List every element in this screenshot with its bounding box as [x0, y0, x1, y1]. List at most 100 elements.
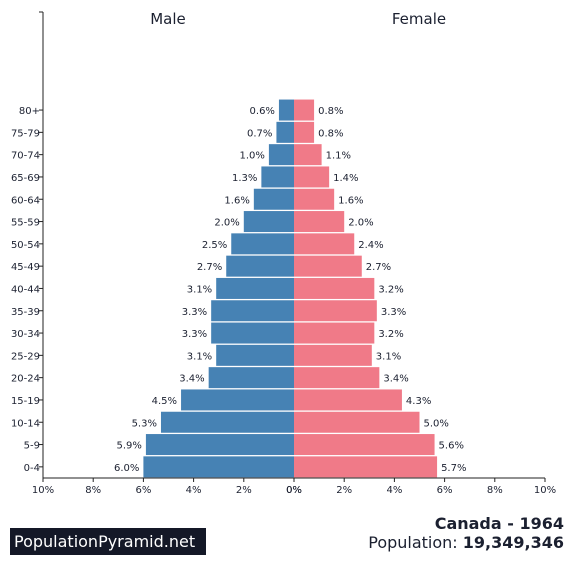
- axes-group: 0-4 5-9 10-14 15-19 20-24 25-29 30-34 35-39 40-4…: [11, 11, 556, 496]
- population-total: Population: 19,349,346: [368, 533, 564, 552]
- female-bar-75-79: [294, 121, 315, 143]
- population-label: Population:: [368, 533, 458, 552]
- male-value-label: 1.0%: [239, 151, 264, 162]
- male-bar-45-49: [226, 255, 294, 277]
- male-value-label: 3.4%: [179, 374, 204, 385]
- female-value-label: 2.0%: [348, 218, 373, 229]
- age-group-label: 0-4: [24, 463, 40, 474]
- x-tick-label: 8%: [85, 485, 101, 496]
- male-value-label: 3.1%: [187, 284, 212, 295]
- female-value-label: 3.1%: [376, 351, 401, 362]
- female-value-label: 1.6%: [338, 195, 363, 206]
- male-bar-75-79: [276, 121, 294, 143]
- x-tick-label: 10%: [534, 485, 556, 496]
- female-bar-30-34: [294, 322, 375, 344]
- female-value-label: 3.2%: [378, 284, 403, 295]
- male-value-label: 1.6%: [224, 195, 249, 206]
- x-tick-label: 4%: [186, 485, 202, 496]
- male-bar-0-4: [143, 456, 294, 478]
- female-bar-20-24: [294, 367, 380, 389]
- age-group-label: 5-9: [24, 441, 40, 452]
- age-group-label: 10-14: [11, 418, 40, 429]
- age-group-label: 70-74: [11, 151, 40, 162]
- female-value-label: 3.3%: [381, 307, 406, 318]
- male-bar-65-69: [261, 166, 294, 188]
- male-value-label: 6.0%: [114, 463, 139, 474]
- male-value-label: 1.3%: [232, 173, 257, 184]
- female-value-label: 5.6%: [439, 441, 464, 452]
- female-bar-70-74: [294, 144, 322, 166]
- x-tick-label: 4%: [386, 485, 402, 496]
- female-value-label: 3.4%: [383, 374, 408, 385]
- male-bar-30-34: [211, 322, 294, 344]
- age-group-label: 45-49: [11, 262, 40, 273]
- male-value-label: 5.9%: [117, 441, 142, 452]
- female-bar-5-9: [294, 434, 435, 456]
- female-bar-15-19: [294, 389, 402, 411]
- female-bar-65-69: [294, 166, 330, 188]
- age-group-label: 80+: [19, 106, 40, 117]
- male-value-label: 0.6%: [250, 106, 275, 117]
- female-value-label: 1.4%: [333, 173, 358, 184]
- age-group-label: 20-24: [11, 374, 40, 385]
- male-bar-60-64: [253, 188, 294, 210]
- female-bar-80+: [294, 99, 315, 121]
- male-bar-70-74: [268, 144, 294, 166]
- x-tick-label: 6%: [437, 485, 453, 496]
- female-value-label: 3.2%: [378, 329, 403, 340]
- brand-logo[interactable]: PopulationPyramid.net: [10, 528, 206, 555]
- country-year-title: Canada - 1964: [434, 514, 564, 533]
- male-bar-20-24: [208, 367, 294, 389]
- female-bar-35-39: [294, 300, 377, 322]
- age-group-label: 60-64: [11, 195, 40, 206]
- age-group-label: 30-34: [11, 329, 40, 340]
- female-value-label: 5.0%: [424, 418, 449, 429]
- male-value-label: 5.3%: [132, 418, 157, 429]
- male-value-label: 3.3%: [182, 307, 207, 318]
- x-tick-label: 0%: [286, 485, 302, 496]
- male-value-label: 2.7%: [197, 262, 222, 273]
- male-bar-55-59: [243, 211, 294, 233]
- age-group-label: 75-79: [11, 128, 40, 139]
- population-pyramid-chart: Male Female 6.0% 5.7% 5.9% 5.6% 5.3% 5.0% 4.5%…: [11, 10, 556, 496]
- age-group-label: 15-19: [11, 396, 40, 407]
- x-tick-label: 10%: [32, 485, 54, 496]
- male-bar-10-14: [160, 411, 294, 433]
- age-group-label: 35-39: [11, 307, 40, 318]
- female-bar-60-64: [294, 188, 335, 210]
- female-value-label: 5.7%: [441, 463, 466, 474]
- female-bar-10-14: [294, 411, 420, 433]
- x-tick-label: 0%: [286, 485, 302, 496]
- male-bar-80+: [278, 99, 294, 121]
- x-tick-label: 2%: [236, 485, 252, 496]
- female-bar-25-29: [294, 344, 372, 366]
- female-value-label: 0.8%: [318, 128, 343, 139]
- male-bar-35-39: [211, 300, 294, 322]
- male-bar-5-9: [145, 434, 294, 456]
- age-group-label: 55-59: [11, 218, 40, 229]
- age-group-label: 50-54: [11, 240, 40, 251]
- age-group-label: 40-44: [11, 284, 40, 295]
- male-value-label: 0.7%: [247, 128, 272, 139]
- female-value-label: 2.7%: [366, 262, 391, 273]
- female-value-label: 0.8%: [318, 106, 343, 117]
- female-bar-0-4: [294, 456, 438, 478]
- age-group-label: 25-29: [11, 351, 40, 362]
- x-tick-label: 2%: [336, 485, 352, 496]
- male-value-label: 2.0%: [214, 218, 239, 229]
- male-value-label: 4.5%: [152, 396, 177, 407]
- male-bar-15-19: [181, 389, 294, 411]
- female-value-label: 4.3%: [406, 396, 431, 407]
- male-bar-40-44: [216, 277, 294, 299]
- male-value-label: 3.1%: [187, 351, 212, 362]
- population-value: 19,349,346: [462, 533, 564, 552]
- male-series-title: Male: [150, 10, 186, 28]
- female-bar-40-44: [294, 277, 375, 299]
- female-series-title: Female: [392, 10, 446, 28]
- female-bar-45-49: [294, 255, 362, 277]
- male-value-label: 3.3%: [182, 329, 207, 340]
- x-tick-label: 6%: [135, 485, 151, 496]
- female-value-label: 2.4%: [358, 240, 383, 251]
- bars-group: 6.0% 5.7% 5.9% 5.6% 5.3% 5.0% 4.5% 4.3% 3.4% 3.4%…: [114, 99, 466, 478]
- male-value-label: 2.5%: [202, 240, 227, 251]
